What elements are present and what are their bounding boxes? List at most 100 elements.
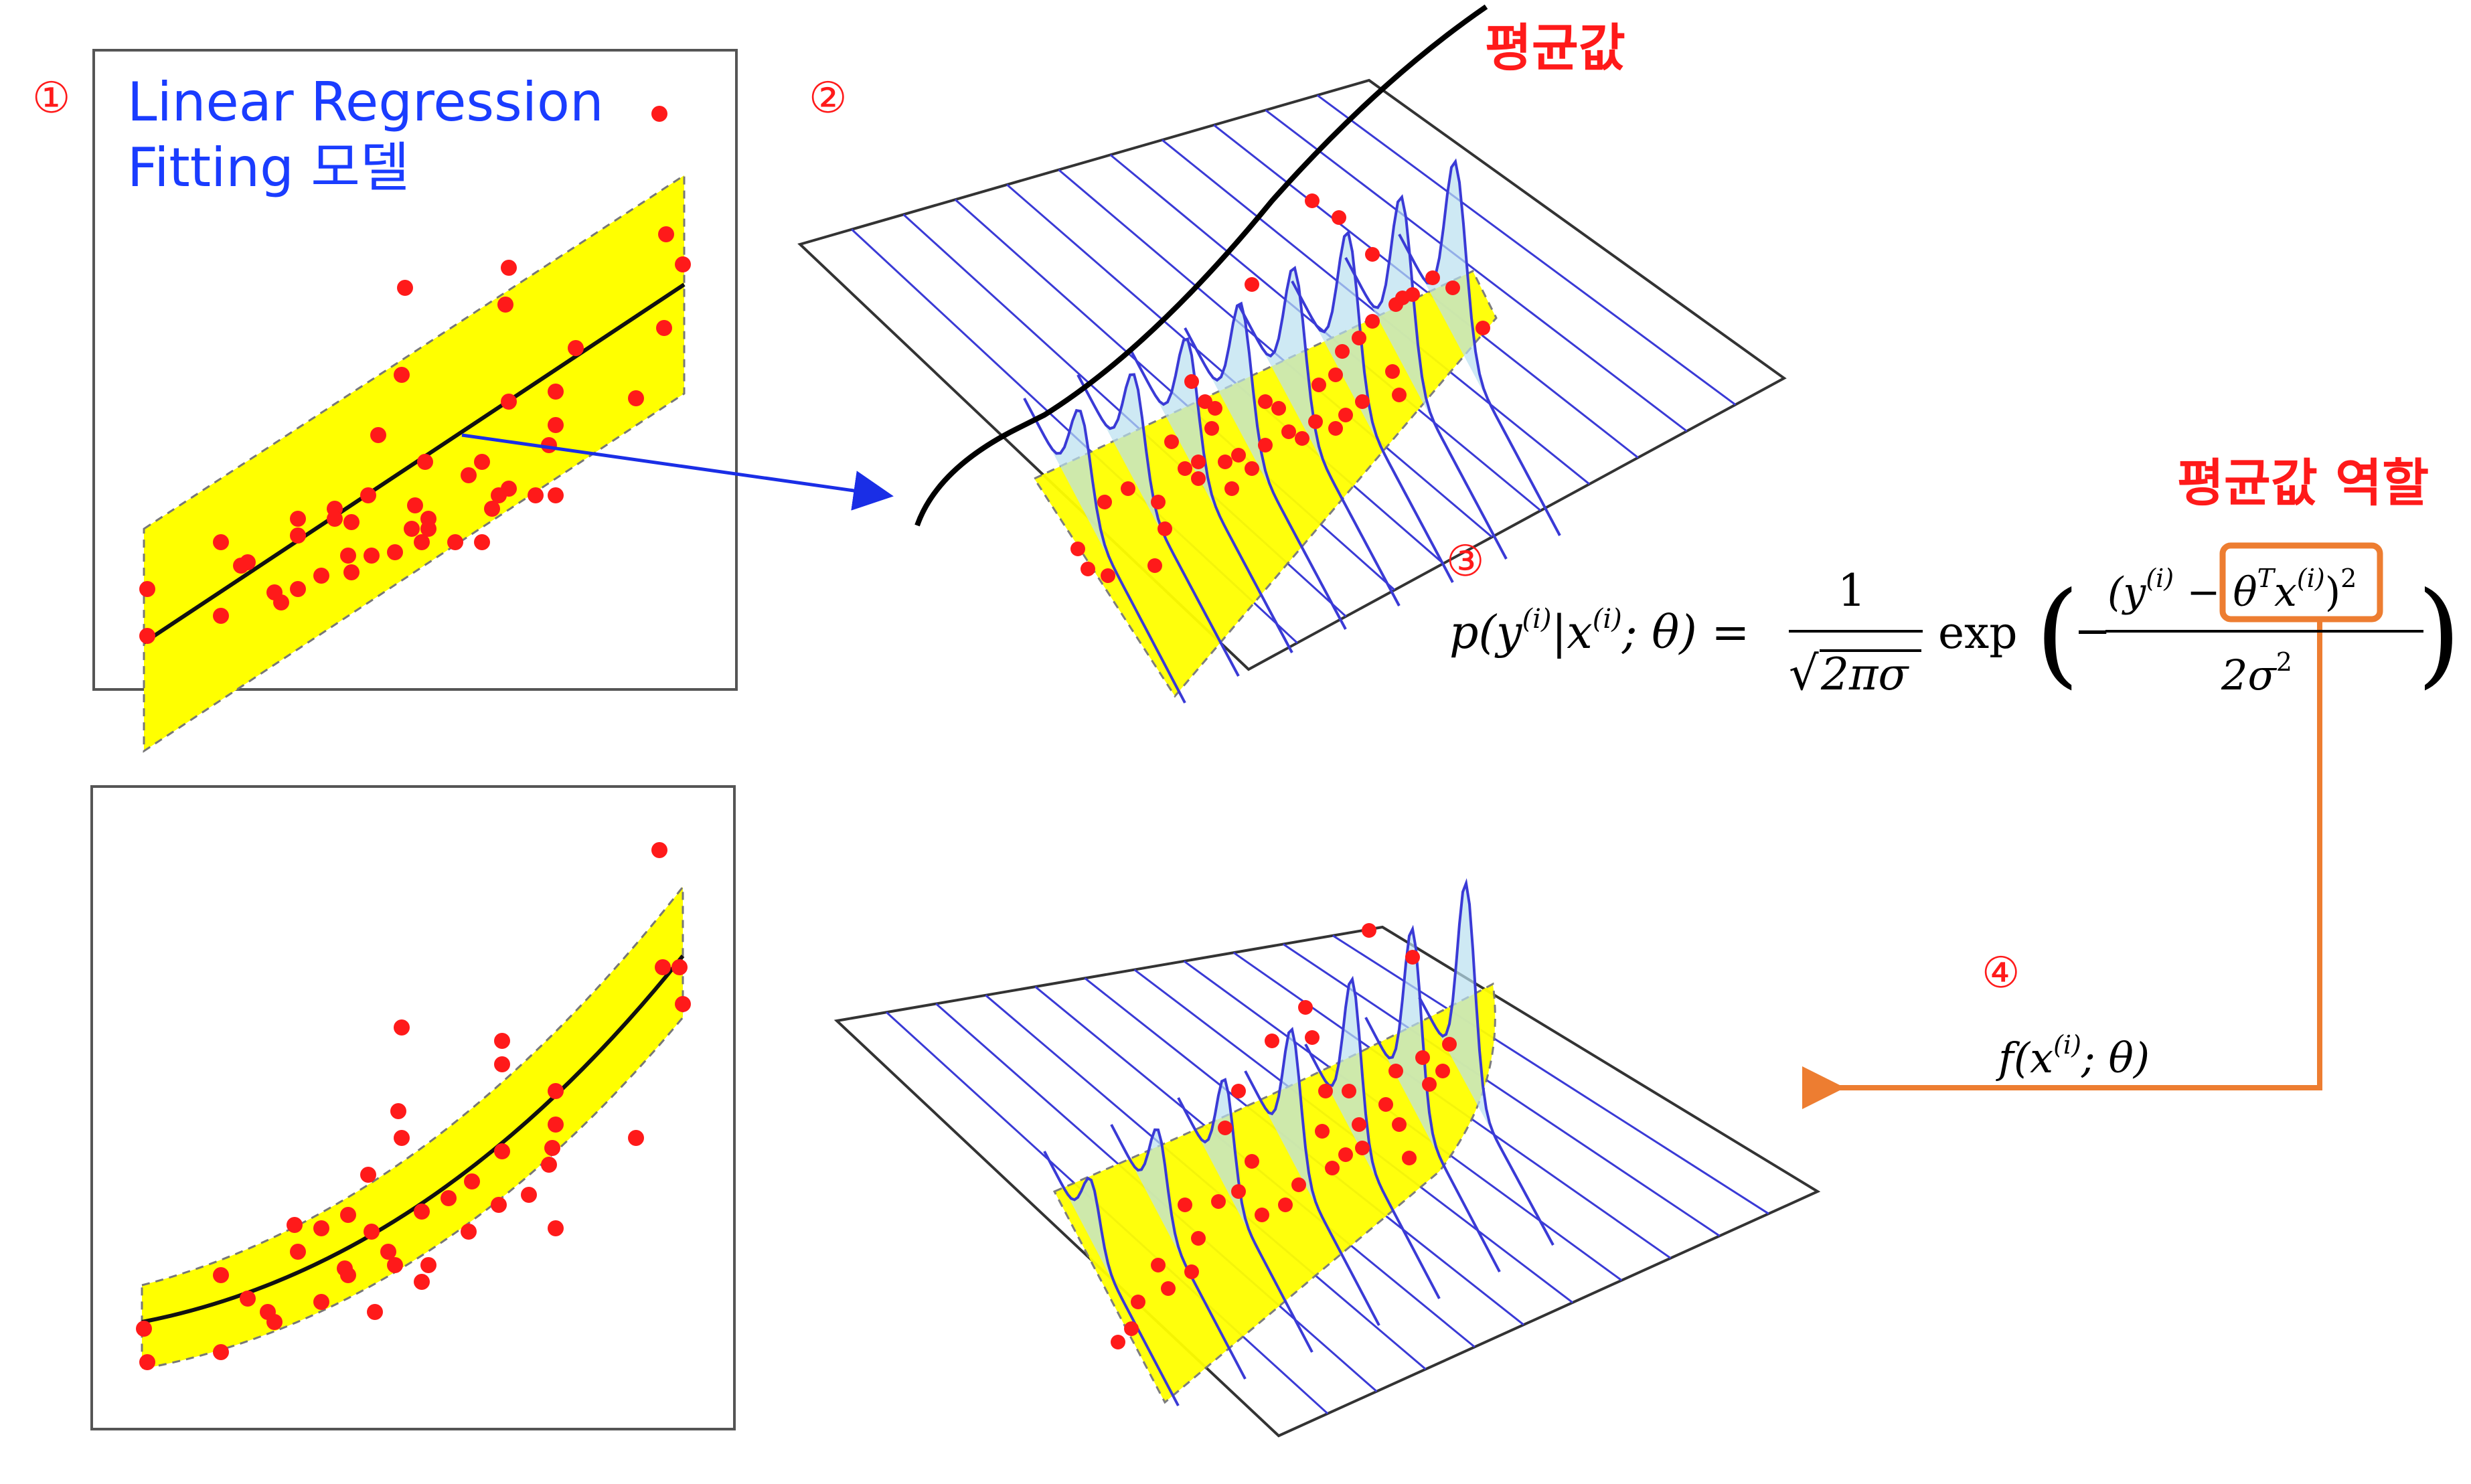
data-point [1318, 1084, 1333, 1098]
panel1-title-line2: Fitting 모델 [127, 137, 410, 199]
data-point [501, 394, 517, 410]
data-point [544, 1140, 560, 1156]
gaussian-curve [1023, 398, 1186, 704]
data-point [287, 1217, 303, 1233]
data-point [1415, 1050, 1430, 1065]
data-point [1158, 521, 1172, 536]
data-point [521, 1187, 537, 1203]
data-point [1147, 558, 1162, 573]
data-point [414, 1274, 430, 1290]
formula-sqrt-body: 2πσ [1820, 649, 1909, 700]
data-point [313, 568, 329, 584]
data-point [1231, 448, 1246, 463]
data-point [290, 581, 306, 597]
data-point [1218, 1121, 1232, 1135]
data-point [1325, 1161, 1340, 1175]
marker-1: ① [32, 74, 70, 123]
data-point [461, 1224, 477, 1240]
gaussian-curve [1237, 266, 1401, 606]
panel1-title-line1: Linear Regression [127, 71, 604, 133]
grid-line [1213, 124, 1639, 459]
data-point [1218, 455, 1232, 469]
data-point [1311, 378, 1326, 392]
data-point [1097, 495, 1112, 509]
data-point [1131, 1295, 1145, 1309]
data-point [340, 548, 356, 564]
data-point [387, 544, 403, 560]
data-point [1392, 1117, 1407, 1132]
data-point [364, 548, 380, 564]
data-point [541, 1157, 557, 1173]
data-point [420, 1257, 436, 1273]
data-point [1305, 1030, 1320, 1045]
panel2-gaussian-curves [1023, 158, 1561, 704]
data-point [1365, 314, 1380, 329]
data-point [1151, 1258, 1166, 1272]
data-point [628, 390, 644, 406]
data-point [327, 511, 343, 527]
data-point [1445, 280, 1460, 295]
data-point [367, 1304, 383, 1320]
data-point [213, 608, 229, 624]
data-point [290, 527, 306, 544]
data-point [474, 534, 490, 550]
gaussian-fill [1292, 232, 1453, 582]
data-point [240, 1291, 256, 1307]
data-point [1178, 1198, 1192, 1212]
data-point [1355, 394, 1370, 409]
data-point [1111, 1335, 1125, 1349]
gaussian-curve [1398, 158, 1561, 536]
data-point [394, 1130, 410, 1146]
grid-line [1316, 94, 1737, 406]
data-point [484, 501, 500, 517]
data-point [1338, 1147, 1353, 1162]
data-point [1295, 431, 1309, 446]
data-point [1328, 367, 1343, 382]
marker-4: ④ [1982, 949, 2020, 998]
gaussian-fill [1078, 374, 1239, 676]
data-point [501, 260, 517, 276]
data-point [494, 1056, 510, 1072]
data-point [1184, 1264, 1199, 1279]
data-point [461, 467, 477, 483]
marker-2: ② [809, 74, 847, 123]
data-point [1378, 1097, 1393, 1112]
data-point [548, 1220, 564, 1236]
gaussian-curve [1244, 1026, 1380, 1326]
data-point [628, 1130, 644, 1146]
data-point [1328, 421, 1343, 436]
data-point [1278, 1198, 1293, 1212]
gaussian-curve [1184, 301, 1347, 630]
gaussian-likelihood-formula: p(y(i)|x(i); θ) = 1 √ 2πσ exp ( − (y(i) … [1449, 564, 2461, 701]
data-point [1245, 1154, 1259, 1169]
data-point [491, 487, 507, 503]
data-point [1191, 471, 1206, 486]
data-point [364, 1224, 380, 1240]
panel1b-confidence-band [141, 884, 684, 1370]
data-point [213, 1267, 229, 1283]
data-point [1291, 1177, 1306, 1192]
data-point [491, 1197, 507, 1213]
marker-3: ③ [1446, 537, 1484, 586]
data-point [1298, 1000, 1313, 1015]
data-point [343, 564, 360, 580]
data-point [1204, 421, 1219, 436]
gaussian-curve [1344, 194, 1508, 560]
data-point [1425, 270, 1440, 285]
mapping-function-label: f(x(i); θ) [1996, 1030, 2150, 1082]
data-point [1258, 438, 1273, 452]
gaussian-fill [1185, 303, 1346, 629]
data-point [671, 959, 688, 975]
data-point [313, 1294, 329, 1310]
data-point [1315, 1124, 1330, 1139]
formula-denominator: 2σ2 [2221, 647, 2292, 699]
panel1b-regression-curve [141, 955, 685, 1324]
data-point [1231, 1084, 1246, 1098]
data-point [1265, 1034, 1279, 1048]
data-point [1070, 542, 1085, 556]
data-point [290, 1244, 306, 1260]
data-point [1271, 401, 1286, 416]
data-point [340, 1207, 356, 1223]
data-point [387, 1257, 403, 1273]
